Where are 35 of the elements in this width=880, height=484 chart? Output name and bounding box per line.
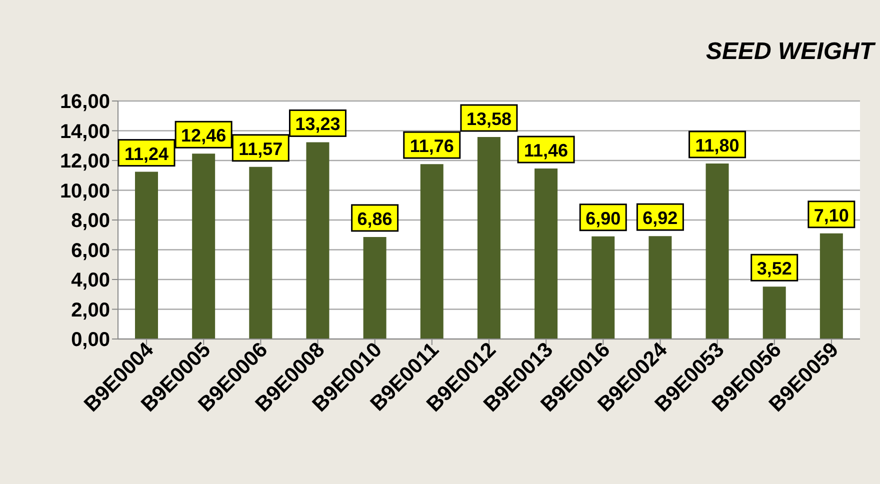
- bar: [420, 164, 444, 339]
- bar: [534, 168, 558, 339]
- y-tick-label: 2,00: [71, 299, 110, 322]
- data-label: 12,46: [181, 126, 226, 146]
- chart-title: SEED WEIGHT: [706, 38, 874, 66]
- data-label: 11,76: [410, 136, 454, 156]
- bar: [706, 163, 729, 339]
- bar: [363, 236, 386, 339]
- data-label: 6,92: [642, 208, 678, 228]
- data-label: 11,46: [524, 140, 568, 161]
- data-label: 11,80: [695, 135, 740, 156]
- data-label: 6,86: [357, 208, 392, 229]
- bar: [306, 142, 330, 339]
- data-label: 7,10: [814, 205, 849, 226]
- bar: [249, 166, 272, 339]
- y-tick-label: 4,00: [71, 270, 110, 292]
- data-label: 3,52: [756, 258, 792, 279]
- bar: [762, 286, 786, 339]
- y-tick-label: 8,00: [71, 210, 110, 232]
- y-tick-label: 12,00: [60, 150, 110, 173]
- bar: [820, 233, 843, 339]
- bar: [192, 154, 216, 339]
- data-label: 13,23: [295, 114, 340, 134]
- y-tick-label: 14,00: [60, 120, 110, 143]
- bar: [648, 236, 672, 339]
- data-label: 11,57: [238, 138, 283, 159]
- y-tick-label: 6,00: [71, 240, 110, 262]
- bar: [135, 172, 158, 339]
- y-tick-label: 10,00: [60, 180, 110, 202]
- data-label: 13,58: [466, 108, 512, 129]
- data-label: 11,24: [124, 144, 169, 164]
- bar: [592, 236, 615, 339]
- y-tick-label: 16,00: [60, 91, 110, 114]
- bar: [477, 137, 500, 339]
- data-label: 6,90: [586, 208, 621, 228]
